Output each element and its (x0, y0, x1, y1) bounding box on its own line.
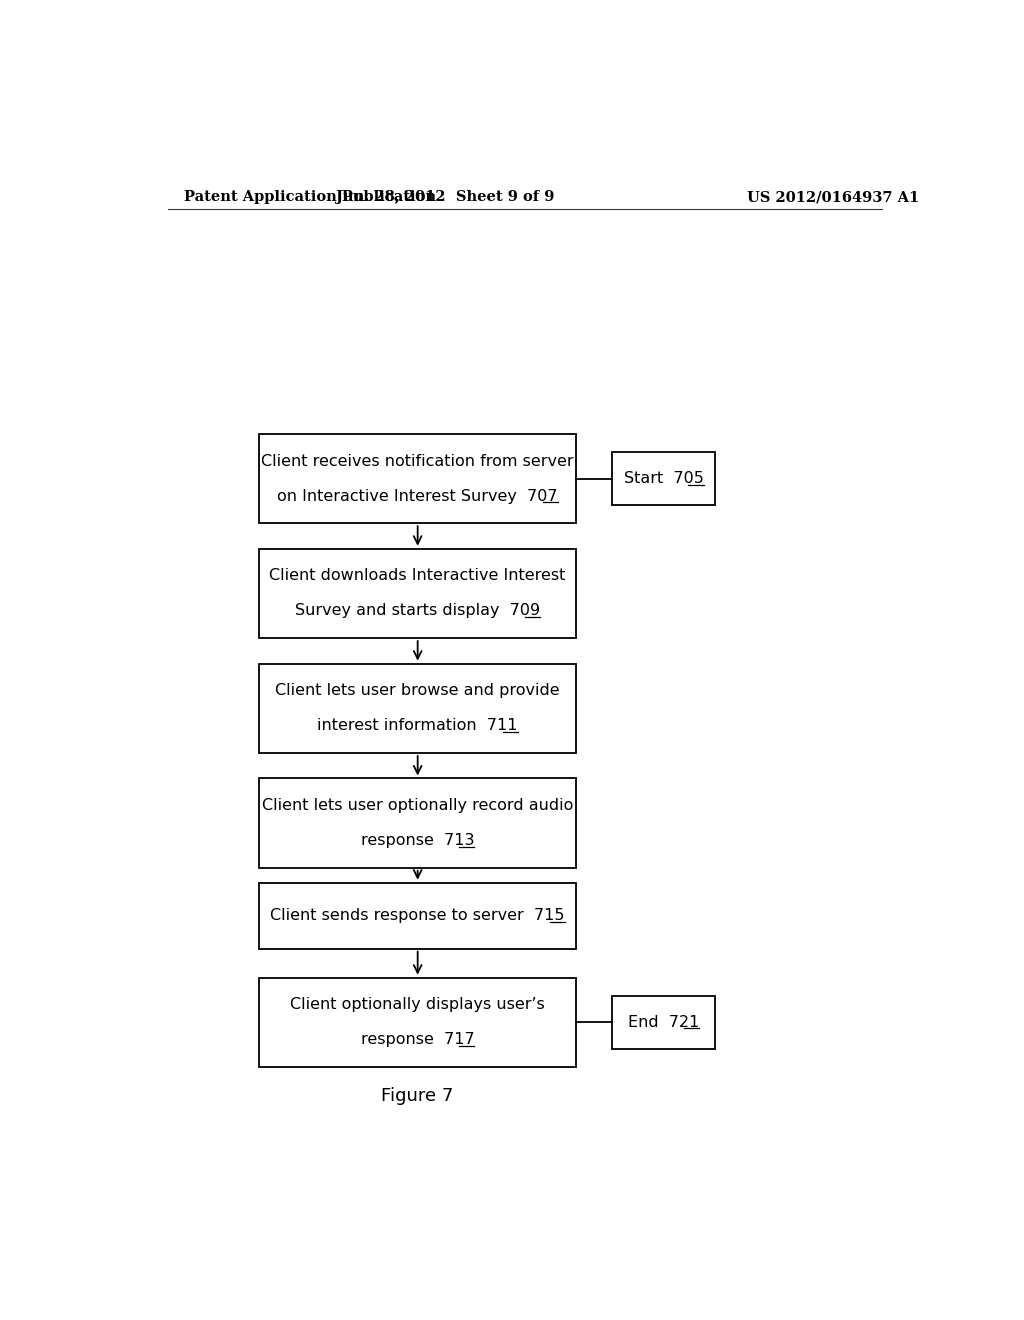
Bar (259, 883, 577, 949)
Text: Survey and starts display  709: Survey and starts display 709 (295, 603, 541, 618)
Text: Client sends response to server  715: Client sends response to server 715 (270, 908, 565, 923)
Text: Client receives notification from server: Client receives notification from server (261, 454, 574, 469)
Text: Client lets user browse and provide: Client lets user browse and provide (275, 684, 560, 698)
Text: Patent Application Publication: Patent Application Publication (183, 190, 435, 205)
Bar (259, 549, 577, 638)
Text: Start  705: Start 705 (624, 471, 703, 486)
Bar (259, 664, 577, 752)
Text: interest information  711: interest information 711 (317, 718, 518, 733)
Text: End  721: End 721 (628, 1015, 699, 1030)
Text: Figure 7: Figure 7 (382, 1086, 454, 1105)
Text: Client optionally displays user’s: Client optionally displays user’s (290, 998, 545, 1012)
Bar (612, 995, 716, 1049)
Text: US 2012/0164937 A1: US 2012/0164937 A1 (748, 190, 920, 205)
Text: Client lets user optionally record audio: Client lets user optionally record audio (262, 799, 573, 813)
Text: response  717: response 717 (360, 1032, 474, 1047)
Bar (259, 779, 577, 867)
Text: on Interactive Interest Survey  707: on Interactive Interest Survey 707 (278, 488, 558, 503)
Text: Client downloads Interactive Interest: Client downloads Interactive Interest (269, 569, 566, 583)
Text: Jun. 28, 2012  Sheet 9 of 9: Jun. 28, 2012 Sheet 9 of 9 (336, 190, 555, 205)
Bar (259, 434, 577, 523)
Bar (259, 978, 577, 1067)
Bar (612, 453, 716, 506)
Text: response  713: response 713 (360, 833, 474, 847)
